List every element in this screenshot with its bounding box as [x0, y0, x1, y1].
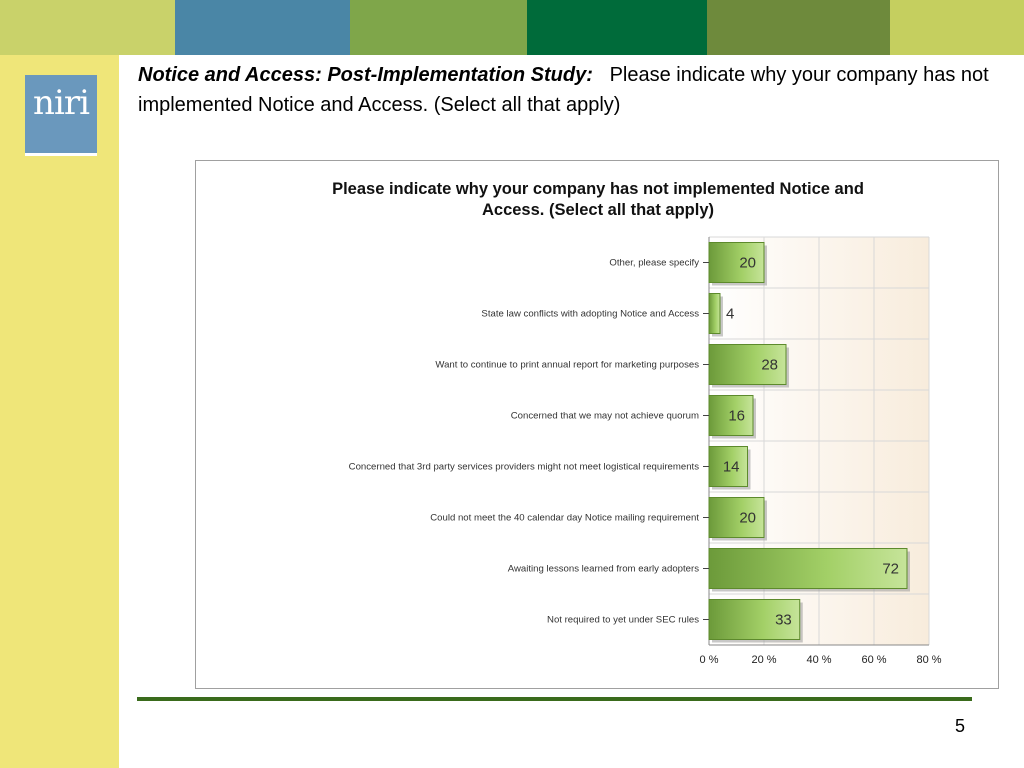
data-label: 16	[728, 408, 745, 425]
chart-frame: Please indicate why your company has not…	[195, 160, 999, 689]
category-label: Could not meet the 40 calendar day Notic…	[430, 513, 699, 524]
x-tick-label: 40 %	[806, 654, 831, 666]
bar	[708, 548, 908, 589]
data-label: 20	[739, 510, 756, 527]
data-label: 14	[723, 459, 740, 476]
category-label: Want to continue to print annual report …	[435, 360, 699, 371]
slide-title-bold: Notice and Access: Post-Implementation S…	[138, 64, 593, 86]
bar	[708, 497, 765, 538]
data-label: 28	[761, 357, 778, 374]
header-band-segment	[0, 0, 175, 55]
data-label: 4	[726, 306, 734, 323]
bar	[708, 242, 765, 283]
chart-title: Please indicate why your company has not…	[332, 180, 864, 198]
x-tick-label: 0 %	[700, 654, 719, 666]
slide-title-rest: Please indicate why your company has not…	[138, 64, 989, 116]
header-band-segment	[350, 0, 527, 55]
header-band-segment	[175, 0, 350, 55]
category-label: Other, please specify	[609, 258, 699, 269]
bar	[708, 395, 754, 436]
bar	[708, 293, 721, 334]
header-band-segment	[890, 0, 1024, 55]
category-label: Not required to yet under SEC rules	[547, 615, 699, 626]
category-label: Concerned that we may not achieve quorum	[511, 411, 699, 422]
data-label: 20	[739, 255, 756, 272]
page-number: 5	[955, 716, 966, 736]
header-band-segment	[527, 0, 707, 55]
x-tick-label: 80 %	[916, 654, 941, 666]
category-label: State law conflicts with adopting Notice…	[481, 309, 699, 320]
data-label: 33	[775, 612, 792, 629]
left-sidebar-strip	[0, 55, 119, 768]
bar	[708, 446, 748, 487]
data-label: 72	[882, 561, 899, 578]
logo-text: niri	[33, 83, 90, 123]
slide-title: Notice and Access: Post-Implementation S…	[138, 60, 1018, 120]
category-label: Concerned that 3rd party services provid…	[349, 462, 700, 473]
bar	[708, 344, 787, 385]
bottom-divider	[137, 697, 972, 701]
header-color-band	[0, 0, 1024, 55]
x-tick-label: 20 %	[751, 654, 776, 666]
chart-title: Access. (Select all that apply)	[482, 201, 714, 219]
bar	[708, 599, 801, 640]
category-label: Awaiting lessons learned from early adop…	[508, 564, 699, 575]
niri-logo: niri	[25, 75, 97, 156]
bar-chart: Please indicate why your company has not…	[332, 180, 942, 666]
header-band-segment	[707, 0, 890, 55]
x-tick-label: 60 %	[861, 654, 886, 666]
